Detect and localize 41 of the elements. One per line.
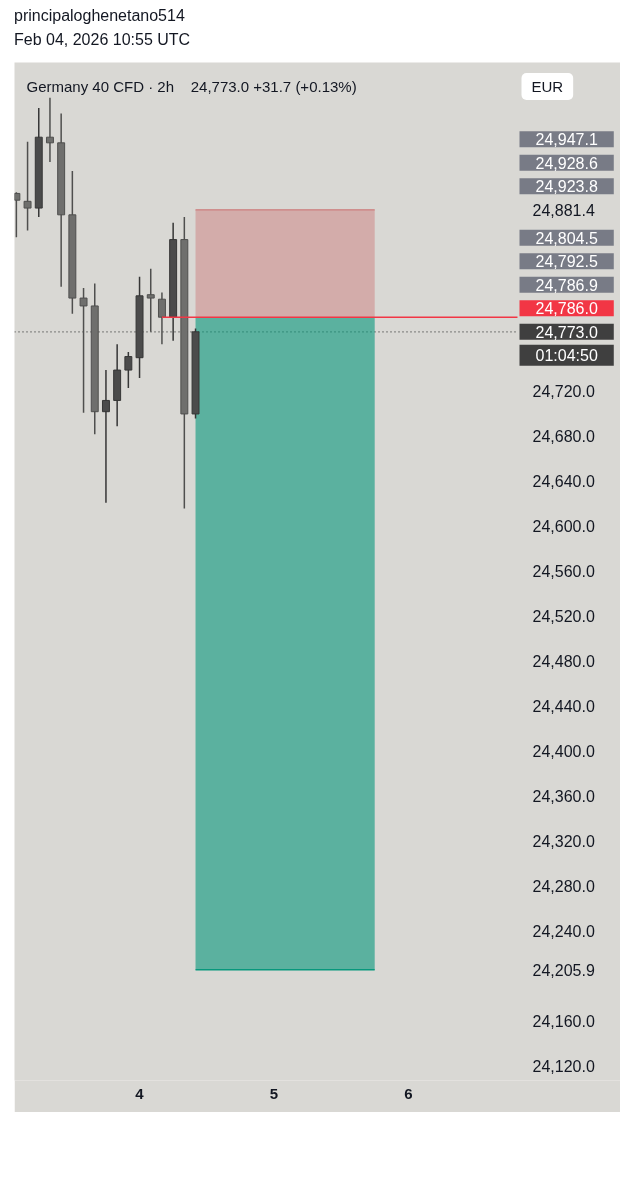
text: Germany 40 CFD · 2h bbox=[26, 78, 175, 95]
y-tick-label: 24,360.0 bbox=[532, 788, 595, 806]
ref-line-label: 24,773.0 01:04:50 bbox=[535, 323, 598, 364]
y-tick-label: 24,520.0 bbox=[532, 608, 595, 626]
y-tick-label: 24,240.0 bbox=[532, 923, 595, 941]
y-tick-label: 24,480.0 bbox=[532, 653, 595, 671]
y-tick-label: 24,560.0 bbox=[532, 563, 595, 581]
candlestick bbox=[124, 351, 133, 389]
data-label: 24,786.0 bbox=[535, 300, 598, 318]
annotation: 24,947.1 bbox=[535, 131, 598, 149]
candlestick bbox=[45, 97, 54, 163]
y-tick-label: 24,720.0 bbox=[532, 383, 595, 401]
text: principaloghenetano514 bbox=[14, 7, 185, 24]
x-tick-label: 6 bbox=[404, 1084, 413, 1102]
y-tick-label: 24,600.0 bbox=[532, 518, 595, 536]
y-tick-label: 24,160.0 bbox=[532, 1013, 595, 1031]
y-tick-label: 24,680.0 bbox=[532, 428, 595, 446]
annotation: 24,928.6 bbox=[535, 154, 598, 172]
y-tick-label: 24,400.0 bbox=[532, 743, 595, 761]
y-tick-label: 24,881.4 bbox=[532, 201, 595, 219]
y-axis-title: EUR bbox=[531, 78, 564, 95]
annotation: 24,804.5 bbox=[535, 229, 598, 247]
candlestick bbox=[157, 291, 166, 345]
y-tick-label: 24,205.9 bbox=[532, 961, 595, 979]
text: Feb 04, 2026 10:55 UTC bbox=[14, 31, 191, 48]
candlestick bbox=[146, 268, 155, 333]
y-tick-label: 24,280.0 bbox=[532, 878, 595, 896]
candlestick bbox=[23, 140, 32, 232]
x-tick-label: 4 bbox=[135, 1084, 145, 1102]
candlestick bbox=[79, 287, 88, 414]
x-tick-label: 5 bbox=[269, 1084, 279, 1102]
annotation: 24,792.5 bbox=[535, 253, 598, 271]
y-tick-label: 24,440.0 bbox=[532, 698, 595, 716]
text: 24,773.0 +31.7 (+0.13%) bbox=[190, 78, 357, 95]
annotation: 24,923.8 bbox=[535, 178, 598, 196]
candlestick bbox=[14, 191, 21, 239]
y-tick-label: 24,640.0 bbox=[532, 473, 595, 491]
annotation: 24,786.9 bbox=[535, 276, 598, 294]
candlestick bbox=[101, 369, 110, 504]
y-tick-label: 24,120.0 bbox=[532, 1058, 595, 1076]
y-tick-label: 24,320.0 bbox=[532, 833, 595, 851]
